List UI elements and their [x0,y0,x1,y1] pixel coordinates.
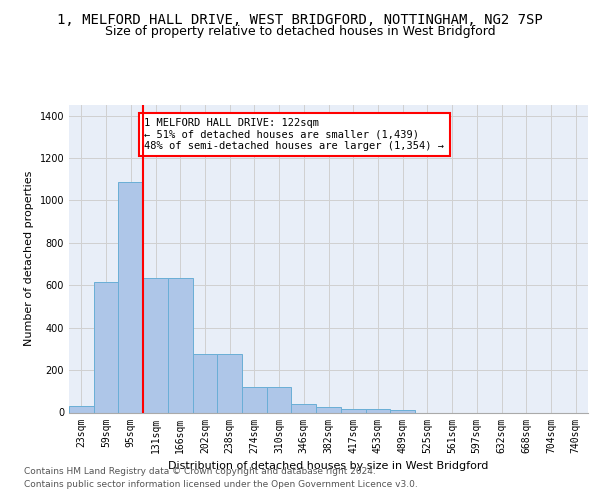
Bar [390,410,415,412]
Bar [242,387,267,412]
Bar [69,406,94,412]
Bar [143,278,168,412]
Text: 1 MELFORD HALL DRIVE: 122sqm
← 51% of detached houses are smaller (1,439)
48% of: 1 MELFORD HALL DRIVE: 122sqm ← 51% of de… [145,118,445,151]
Bar [217,354,242,412]
X-axis label: Distribution of detached houses by size in West Bridgford: Distribution of detached houses by size … [169,461,488,471]
Text: Contains public sector information licensed under the Open Government Licence v3: Contains public sector information licen… [24,480,418,489]
Bar [267,387,292,412]
Text: 1, MELFORD HALL DRIVE, WEST BRIDGFORD, NOTTINGHAM, NG2 7SP: 1, MELFORD HALL DRIVE, WEST BRIDGFORD, N… [57,12,543,26]
Bar [94,282,118,412]
Text: Contains HM Land Registry data © Crown copyright and database right 2024.: Contains HM Land Registry data © Crown c… [24,467,376,476]
Bar [118,182,143,412]
Y-axis label: Number of detached properties: Number of detached properties [24,171,34,346]
Bar [365,410,390,412]
Bar [292,404,316,412]
Bar [168,278,193,412]
Bar [193,354,217,412]
Bar [316,407,341,412]
Bar [341,410,365,412]
Text: Size of property relative to detached houses in West Bridgford: Size of property relative to detached ho… [104,25,496,38]
